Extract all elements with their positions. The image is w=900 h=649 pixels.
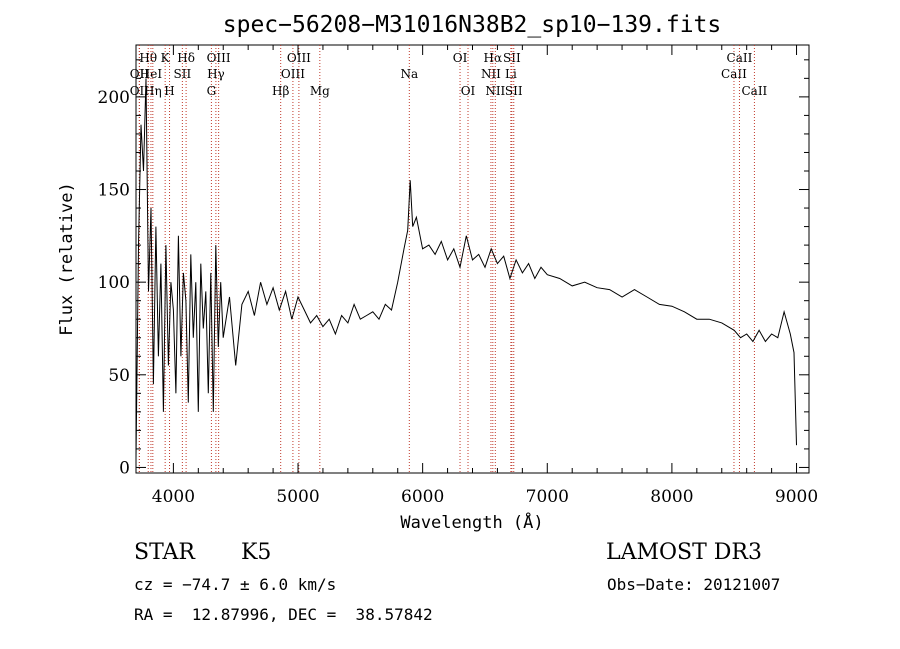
line-marker-label-3: HeI (140, 67, 163, 81)
line-marker-label-24: SII (505, 84, 523, 98)
line-marker-label-18: OI (461, 84, 476, 98)
line-marker-label-8: Hδ (177, 51, 195, 65)
line-marker-label-10: OIII (207, 51, 231, 65)
line-marker-label-7: SII (174, 67, 192, 81)
line-marker-label-26: CaII (727, 51, 753, 65)
line-marker-label-2: OII (130, 84, 150, 98)
line-marker-label-25: CaII (721, 67, 747, 81)
y-tick-label-2: 100 (98, 273, 130, 293)
line-marker-label-22: Li (505, 67, 517, 81)
line-marker-label-14: OIII (287, 51, 311, 65)
line-marker-label-4: Hη (144, 84, 162, 98)
survey-name: LAMOST DR3 (606, 540, 762, 565)
y-tick-label-3: 150 (98, 181, 130, 201)
line-marker-label-16: Na (400, 67, 418, 81)
line-marker-label-13: OIII (281, 67, 305, 81)
line-marker-label-23: SII (503, 51, 521, 65)
x-axis-label: Wavelength (Å) (400, 511, 543, 533)
object-subclass: K5 (241, 540, 272, 565)
y-tick-label-1: 50 (108, 366, 130, 386)
x-tick-label-3: 7000 (526, 487, 569, 507)
line-marker-label-11: Hγ (207, 67, 225, 81)
object-class: STAR (134, 540, 195, 565)
line-marker-label-20: Hα (484, 51, 503, 65)
axes: 4000 5000 6000 7000 8000 9000 0 50 100 150 200 (98, 45, 818, 507)
y-axis-label: Flux (relative) (57, 182, 77, 336)
line-marker-label-19: NII (481, 67, 501, 81)
line-marker-label-0: Hθ (139, 51, 157, 65)
y-tick-label-0: 0 (119, 458, 130, 478)
obs-date: Obs−Date: 20121007 (607, 575, 781, 594)
x-tick-label-5: 9000 (775, 487, 818, 507)
line-marker-label-17: OI (453, 51, 468, 65)
line-marker-label-27: CaII (741, 84, 767, 98)
y-tick-label-4: 200 (98, 88, 130, 108)
line-marker-label-6: H (164, 84, 174, 98)
chart-title: spec−56208−M31016N38B2_sp10−139.fits (223, 12, 722, 38)
x-tick-label-1: 5000 (276, 487, 319, 507)
coordinates-readout: RA = 12.87996, DEC = 38.57842 (134, 605, 433, 624)
line-marker-label-1: OII (130, 67, 150, 81)
spectrum-series-line (135, 78, 797, 459)
line-markers: HθOIIOIIHeIHηKHSIIHδGOIIIHγHβOIIIOIIIMgN… (130, 45, 768, 473)
x-tick-label-0: 4000 (152, 487, 195, 507)
line-marker-label-5: K (161, 51, 171, 65)
line-marker-label-12: Hβ (272, 84, 289, 98)
redshift-readout: cz = −74.7 ± 6.0 km/s (134, 575, 337, 594)
x-tick-label-2: 6000 (401, 487, 444, 507)
line-marker-label-15: Mg (310, 84, 330, 98)
line-marker-label-9: G (207, 84, 217, 98)
line-marker-label-21: NII (485, 84, 505, 98)
x-tick-label-4: 8000 (650, 487, 693, 507)
